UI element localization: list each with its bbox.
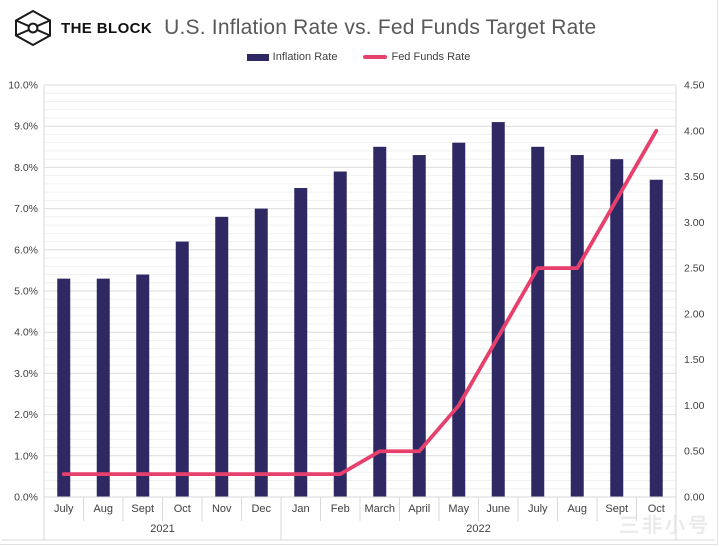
inflation-bar-aug-1 (96, 278, 110, 497)
month-label-12: July (528, 503, 548, 515)
left-axis-tick-label: 6.0% (14, 244, 38, 256)
right-axis-tick-label: 1.50 (684, 354, 705, 366)
month-label-8: March (364, 503, 395, 515)
month-label-0: July (54, 503, 74, 515)
fed-funds-rate-line (61, 128, 659, 477)
watermark: 三非小号 (619, 515, 711, 537)
month-label-1: Aug (93, 503, 113, 515)
left-axis-tick-label: 2.0% (14, 409, 38, 421)
left-axis-tick-label: 5.0% (14, 286, 38, 298)
right-axis-tick-label: 2.50 (684, 263, 705, 275)
inflation-swatch (246, 53, 269, 61)
right-axis-tick-label: 0.50 (684, 446, 705, 458)
right-axis-tick-label: 4.50 (684, 80, 705, 92)
inflation-bar-nov-4 (215, 216, 229, 497)
inflation-bar-june-11 (491, 122, 505, 497)
legend-item-inflation: Inflation Rate (246, 51, 338, 63)
right-axis-tick-label: 2.00 (684, 308, 705, 320)
inflation-bar-aug-13 (570, 155, 584, 498)
month-label-10: May (448, 503, 469, 515)
chart-title: U.S. Inflation Rate vs. Fed Funds Target… (164, 16, 597, 39)
left-axis-tick-label: 3.0% (14, 368, 38, 380)
legend-item-fed-funds: Fed Funds Rate (363, 51, 470, 63)
inflation-bar-sept-14 (610, 159, 624, 497)
header: THE BLOCK U.S. Inflation Rate vs. Fed Fu… (12, 9, 596, 47)
right-axis-tick-label: 0.00 (684, 492, 705, 504)
right-axis-tick-label: 4.00 (684, 125, 705, 137)
inflation-bar-july-0 (57, 278, 71, 497)
year-label-2022: 2022 (466, 523, 490, 535)
fed-funds-legend-label: Fed Funds Rate (391, 51, 471, 63)
month-label-14: Sept (605, 503, 628, 515)
right-axis-tick-label: 3.50 (684, 171, 705, 183)
month-label-6: Jan (292, 503, 310, 515)
year-label-2021: 2021 (150, 523, 174, 535)
fed-funds-swatch (363, 55, 388, 59)
left-axis-tick-label: 7.0% (14, 203, 38, 215)
month-label-11: June (486, 503, 510, 515)
inflation-bar-dec-5 (254, 208, 268, 497)
inflation-bar-april-9 (412, 155, 426, 498)
brand-name: THE BLOCK (61, 19, 153, 37)
right-axis-tick-label: 1.00 (684, 400, 705, 412)
month-label-2: Sept (131, 503, 154, 515)
month-label-13: Aug (567, 503, 587, 515)
inflation-bar-feb-7 (333, 171, 347, 497)
month-label-4: Nov (212, 503, 232, 515)
month-label-9: April (408, 503, 430, 515)
inflation-bar-oct-15 (649, 179, 663, 497)
legend: Inflation Rate Fed Funds Rate (0, 51, 717, 63)
inflation-bar-july-12 (531, 146, 545, 498)
inflation-bar-oct-3 (175, 241, 189, 497)
left-axis-tick-label: 4.0% (14, 327, 38, 339)
inflation-bar-sept-2 (136, 274, 150, 497)
month-label-15: Oct (648, 503, 665, 515)
left-axis-tick-label: 1.0% (14, 450, 38, 462)
left-axis-tick-label: 10.0% (8, 80, 38, 92)
the-block-logo-icon (15, 9, 51, 47)
inflation-bar-march-8 (373, 146, 387, 498)
right-axis-tick-label: 3.00 (684, 217, 705, 229)
month-label-5: Dec (251, 503, 271, 515)
month-label-7: Feb (331, 503, 350, 515)
inflation-bar-may-10 (452, 142, 466, 497)
inflation-legend-label: Inflation Rate (272, 51, 338, 63)
left-axis-tick-label: 0.0% (14, 492, 38, 504)
left-axis-tick-label: 9.0% (14, 121, 38, 133)
left-axis-tick-label: 8.0% (14, 162, 38, 174)
month-label-3: Oct (174, 503, 191, 515)
inflation-bar-jan-6 (294, 188, 308, 497)
